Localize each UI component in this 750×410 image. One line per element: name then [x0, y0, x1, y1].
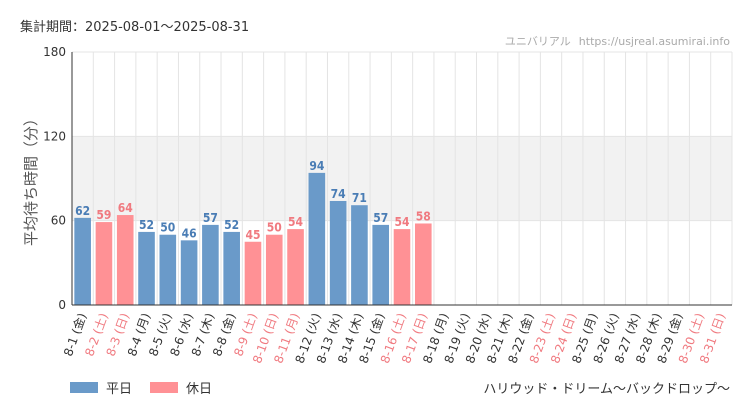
value-label: 54 — [288, 215, 304, 229]
source-name: ユニバリアル — [504, 35, 571, 48]
legend-weekday-swatch — [70, 382, 98, 393]
value-label: 57 — [203, 211, 218, 225]
value-label: 45 — [245, 228, 260, 242]
value-label: 58 — [416, 209, 431, 223]
period-label: 集計期間：2025-08-01～2025-08-31 — [20, 20, 250, 35]
bar-8-2 — [95, 222, 113, 305]
value-label: 52 — [224, 218, 239, 232]
value-label: 64 — [118, 201, 134, 215]
source-url[interactable]: https://usjreal.asumirai.info — [578, 35, 730, 48]
bar-8-10 — [265, 234, 283, 305]
bar-8-4 — [138, 231, 155, 305]
value-label: 59 — [96, 208, 111, 222]
bar-8-12 — [308, 172, 326, 305]
source-credit: ユニバリアル https://usjreal.asumirai.info — [505, 33, 730, 49]
value-label: 46 — [182, 226, 197, 240]
y-tick-label: 0 — [58, 298, 66, 312]
value-label: 54 — [394, 215, 410, 229]
value-label: 71 — [352, 191, 367, 205]
value-label: 74 — [331, 187, 347, 201]
legend-weekday-label: 平日 — [106, 382, 133, 397]
attraction-name: ハリウッド・ドリーム～バックドロップ～ — [483, 382, 730, 397]
bar-8-11 — [287, 229, 304, 305]
bar-8-17 — [414, 223, 432, 305]
bar-8-5 — [159, 234, 177, 305]
value-label: 62 — [75, 204, 90, 218]
highlight-band — [72, 136, 732, 221]
legend-holiday[interactable]: 休日 — [150, 378, 212, 397]
bar-8-8 — [223, 231, 240, 305]
y-tick-label: 60 — [51, 214, 66, 228]
value-label: 57 — [373, 211, 388, 225]
value-label: 52 — [139, 218, 154, 232]
legend-holiday-swatch — [150, 382, 179, 393]
bar-8-13 — [329, 200, 347, 305]
value-label: 50 — [267, 221, 282, 235]
y-tick-label: 120 — [43, 129, 66, 143]
value-label: 50 — [160, 221, 175, 235]
bar-8-15 — [372, 224, 390, 305]
bar-8-14 — [351, 205, 368, 305]
bar-8-16 — [393, 229, 411, 305]
legend: 平日 休日 — [70, 378, 230, 397]
bar-8-9 — [244, 241, 262, 305]
y-tick-label: 180 — [43, 45, 66, 59]
bar-8-1 — [74, 217, 91, 305]
bar-8-7 — [202, 224, 219, 305]
legend-holiday-label: 休日 — [186, 382, 213, 397]
bar-8-3 — [116, 215, 134, 305]
y-axis-label: 平均待ち時間（分） — [22, 111, 40, 246]
value-label: 94 — [309, 159, 325, 173]
bar-8-6 — [180, 240, 198, 305]
legend-weekday[interactable]: 平日 — [70, 378, 132, 397]
